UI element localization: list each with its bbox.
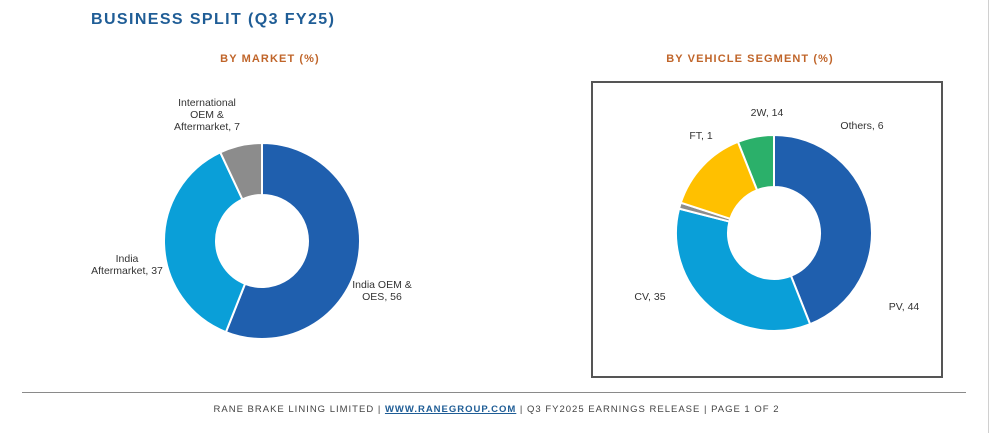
donut-slice	[224, 141, 361, 340]
donut-slice	[679, 140, 759, 221]
slice-label: Others, 6	[840, 120, 883, 132]
footer-website-link[interactable]: WWW.RANEGROUP.COM	[384, 404, 517, 415]
slice-label: International OEM & Aftermarket, 7	[174, 97, 240, 133]
right-border	[988, 0, 989, 433]
slice-label: PV, 44	[889, 301, 920, 313]
slice-label: CV, 35	[634, 291, 665, 303]
footer: RANE BRAKE LINING LIMITED | WWW.RANEGROU…	[0, 404, 993, 415]
footer-release-info: | Q3 FY2025 EARNINGS RELEASE | PAGE 1 OF…	[516, 404, 780, 415]
footer-divider	[22, 392, 966, 393]
slice-label: India OEM & OES, 56	[352, 279, 412, 303]
donut-slice	[675, 207, 812, 332]
footer-company: RANE BRAKE LINING LIMITED |	[213, 404, 385, 415]
donut-slice	[218, 141, 263, 201]
vehicle-chart-title: BY VEHICLE SEGMENT (%)	[666, 53, 834, 65]
slice-label: FT, 1	[689, 130, 712, 142]
slice-label: 2W, 14	[751, 107, 784, 119]
vehicle-chart-frame	[591, 81, 943, 378]
market-chart-title: BY MARKET (%)	[220, 53, 320, 65]
donut-slice	[773, 133, 873, 326]
slice-label: India Aftermarket, 37	[91, 253, 163, 277]
donut-slice	[163, 150, 247, 334]
page-title: BUSINESS SPLIT (Q3 FY25)	[91, 11, 336, 28]
